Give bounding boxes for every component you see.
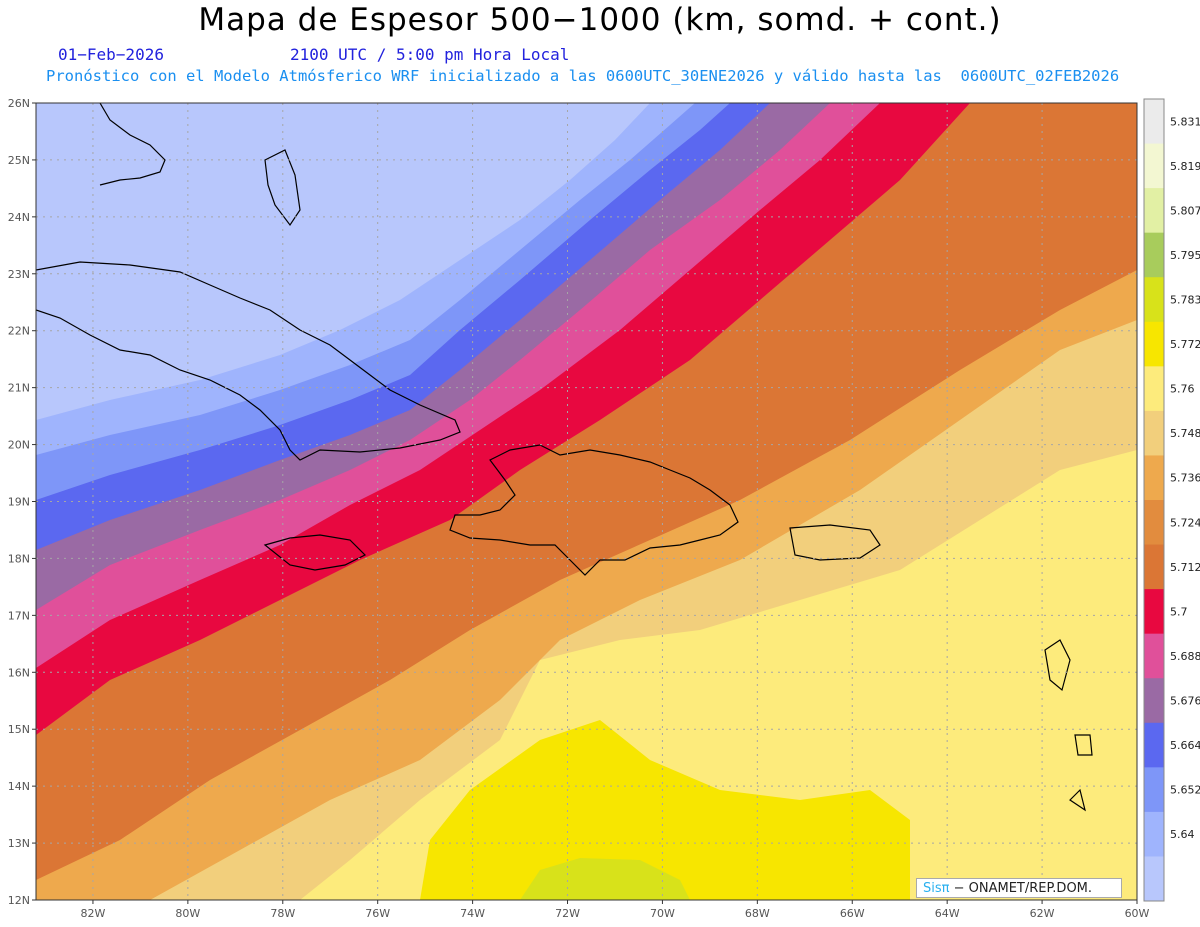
lat-label: 20N	[8, 439, 30, 452]
lon-label: 82W	[81, 907, 106, 920]
lon-label: 62W	[1030, 907, 1055, 920]
colorbar-label: 5.772	[1170, 338, 1200, 351]
lat-label: 26N	[8, 97, 30, 110]
lon-label: 66W	[840, 907, 865, 920]
colorbar-swatch	[1144, 678, 1164, 724]
colorbar-label: 5.795	[1170, 249, 1200, 262]
lat-label: 17N	[8, 609, 30, 622]
lon-label: 78W	[270, 907, 295, 920]
colorbar-swatch	[1144, 767, 1164, 813]
puerto-rico-coast	[789, 524, 881, 561]
colorbar-swatch	[1144, 455, 1164, 501]
colorbar-swatch	[1144, 232, 1164, 278]
lesser-antilles	[1044, 639, 1093, 812]
graticule	[36, 103, 1137, 900]
colorbar-label: 5.819	[1170, 160, 1200, 173]
lat-label: 22N	[8, 325, 30, 338]
colorbar-label: 5.748	[1170, 427, 1200, 440]
colorbar-label: 5.712	[1170, 561, 1200, 574]
valid-date: 01−Feb−2026	[58, 45, 164, 64]
lat-label: 15N	[8, 723, 30, 736]
colorbar-swatch	[1144, 811, 1164, 857]
colorbar-swatch	[1144, 188, 1164, 234]
lat-axis: 26N 25N 24N 23N 22N 21N 20N 19N 18N 17N 16N 15N 14N 1…	[8, 97, 36, 907]
credit-box: Sisπ − ONAMET/REP.DOM.	[916, 878, 1122, 898]
model-info: Pronóstico con el Modelo Atmósferico WRF…	[46, 67, 1120, 85]
lat-label: 18N	[8, 552, 30, 565]
colorbar-label: 5.724	[1170, 516, 1200, 529]
lon-label: 70W	[650, 907, 675, 920]
andros-island	[264, 149, 301, 227]
coastlines	[36, 103, 1093, 812]
colorbar-swatch	[1144, 544, 1164, 590]
colorbar-label: 5.664	[1170, 739, 1200, 752]
colorbar-label: 5.831	[1170, 115, 1200, 128]
colorbar-swatch	[1144, 633, 1164, 679]
credit-org: − ONAMET/REP.DOM.	[953, 881, 1093, 896]
colorbar-label: 5.76	[1170, 383, 1195, 396]
valid-time: 2100 UTC / 5:00 pm Hora Local	[290, 45, 570, 64]
lat-label: 25N	[8, 154, 30, 167]
colorbar: 5.831 5.819 5.807 5.795 5.783 5.772 5.76 5.748 5…	[1143, 98, 1200, 902]
colorbar-label: 5.688	[1170, 650, 1200, 663]
colorbar-label: 5.676	[1170, 695, 1200, 708]
colorbar-label: 5.783	[1170, 294, 1200, 307]
lon-label: 60W	[1125, 907, 1150, 920]
colorbar-swatch	[1144, 277, 1164, 323]
colorbar-label: 5.7	[1170, 605, 1188, 618]
jamaica-coast	[263, 534, 367, 571]
credit-brand: Sisπ	[923, 881, 950, 896]
lon-label: 80W	[175, 907, 200, 920]
band-5783	[520, 858, 690, 900]
colorbar-swatch	[1144, 321, 1164, 367]
colorbar-label: 5.736	[1170, 472, 1200, 485]
colorbar-label: 5.64	[1170, 828, 1195, 841]
colorbar-swatch	[1144, 722, 1164, 768]
colorbar-label: 5.652	[1170, 784, 1200, 797]
lat-label: 12N	[8, 894, 30, 907]
colorbar-swatch	[1144, 589, 1164, 635]
map-title: Mapa de Espesor 500−1000 (km, somd. + co…	[198, 2, 1002, 38]
colorbar-swatch	[1144, 500, 1164, 546]
lon-label: 64W	[935, 907, 960, 920]
lat-label: 16N	[8, 666, 30, 679]
lat-label: 13N	[8, 837, 30, 850]
cuba-coast	[36, 261, 461, 461]
colorbar-swatch	[1144, 99, 1164, 145]
colorbar-label: 5.807	[1170, 204, 1200, 217]
lon-label: 76W	[365, 907, 390, 920]
band-5772	[420, 720, 910, 900]
colorbar-swatch	[1144, 143, 1164, 189]
colorbar-swatch	[1144, 410, 1164, 456]
lat-label: 24N	[8, 211, 30, 224]
colorbar-frame	[1143, 98, 1165, 902]
colorbar-swatch	[1144, 366, 1164, 412]
florida-coast	[99, 103, 166, 186]
lat-label: 14N	[8, 780, 30, 793]
lon-axis: 82W 80W 78W 76W 74W 72W 70W 68W 66W 64W 62W 60W	[81, 900, 1150, 920]
colorbar-swatch	[1144, 856, 1164, 902]
lon-label: 74W	[460, 907, 485, 920]
hispaniola-coast	[449, 444, 739, 576]
map-area	[36, 103, 1137, 900]
lat-label: 23N	[8, 268, 30, 281]
lat-label: 21N	[8, 382, 30, 395]
lon-label: 68W	[745, 907, 770, 920]
lat-label: 19N	[8, 496, 30, 509]
band-5640	[36, 103, 650, 420]
lon-label: 72W	[555, 907, 580, 920]
